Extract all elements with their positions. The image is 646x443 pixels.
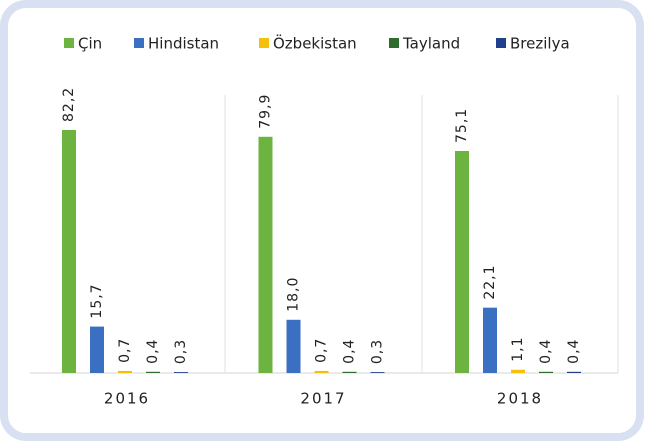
legend-swatch bbox=[134, 38, 144, 48]
bar bbox=[62, 130, 76, 373]
value-label: 79,9 bbox=[258, 94, 274, 129]
bar bbox=[90, 326, 104, 373]
bar bbox=[146, 371, 160, 373]
value-label: 0,4 bbox=[342, 339, 358, 364]
bar bbox=[370, 372, 385, 373]
value-label: 0,7 bbox=[117, 338, 133, 363]
value-label: 22,1 bbox=[482, 264, 498, 299]
value-label: 82,2 bbox=[61, 87, 77, 122]
bar bbox=[455, 150, 469, 373]
legend-label: Özbekistan bbox=[273, 34, 357, 53]
legend-swatch bbox=[496, 38, 506, 48]
value-label: 0,3 bbox=[370, 339, 386, 364]
legend-label: Çin bbox=[78, 35, 102, 53]
bar bbox=[342, 371, 357, 373]
value-label: 0,4 bbox=[145, 339, 161, 364]
x-tick-label: 2016 bbox=[104, 390, 150, 408]
x-tick-label: 2017 bbox=[300, 390, 346, 408]
bar bbox=[314, 370, 329, 373]
value-label: 0,4 bbox=[538, 339, 554, 364]
bar bbox=[174, 372, 188, 373]
bar bbox=[118, 370, 132, 373]
value-label: 1,1 bbox=[510, 336, 526, 361]
bar bbox=[483, 307, 497, 373]
legend-swatch bbox=[64, 38, 74, 48]
x-tick-label: 2018 bbox=[497, 390, 543, 408]
bar bbox=[286, 319, 301, 373]
bar bbox=[539, 371, 553, 373]
legend-swatch bbox=[389, 38, 399, 48]
legend-label: Brezilya bbox=[510, 35, 570, 53]
value-label: 0,3 bbox=[173, 339, 189, 364]
value-label: 75,1 bbox=[454, 108, 470, 143]
bar bbox=[258, 136, 273, 373]
value-label: 0,7 bbox=[314, 338, 330, 363]
value-label: 0,4 bbox=[566, 339, 582, 364]
legend-label: Tayland bbox=[402, 35, 460, 53]
bar bbox=[567, 371, 581, 373]
value-label: 15,7 bbox=[89, 283, 105, 318]
bar bbox=[511, 369, 525, 373]
value-label: 18,0 bbox=[286, 277, 302, 312]
legend-swatch bbox=[259, 38, 269, 48]
legend-label: Hindistan bbox=[148, 35, 219, 53]
